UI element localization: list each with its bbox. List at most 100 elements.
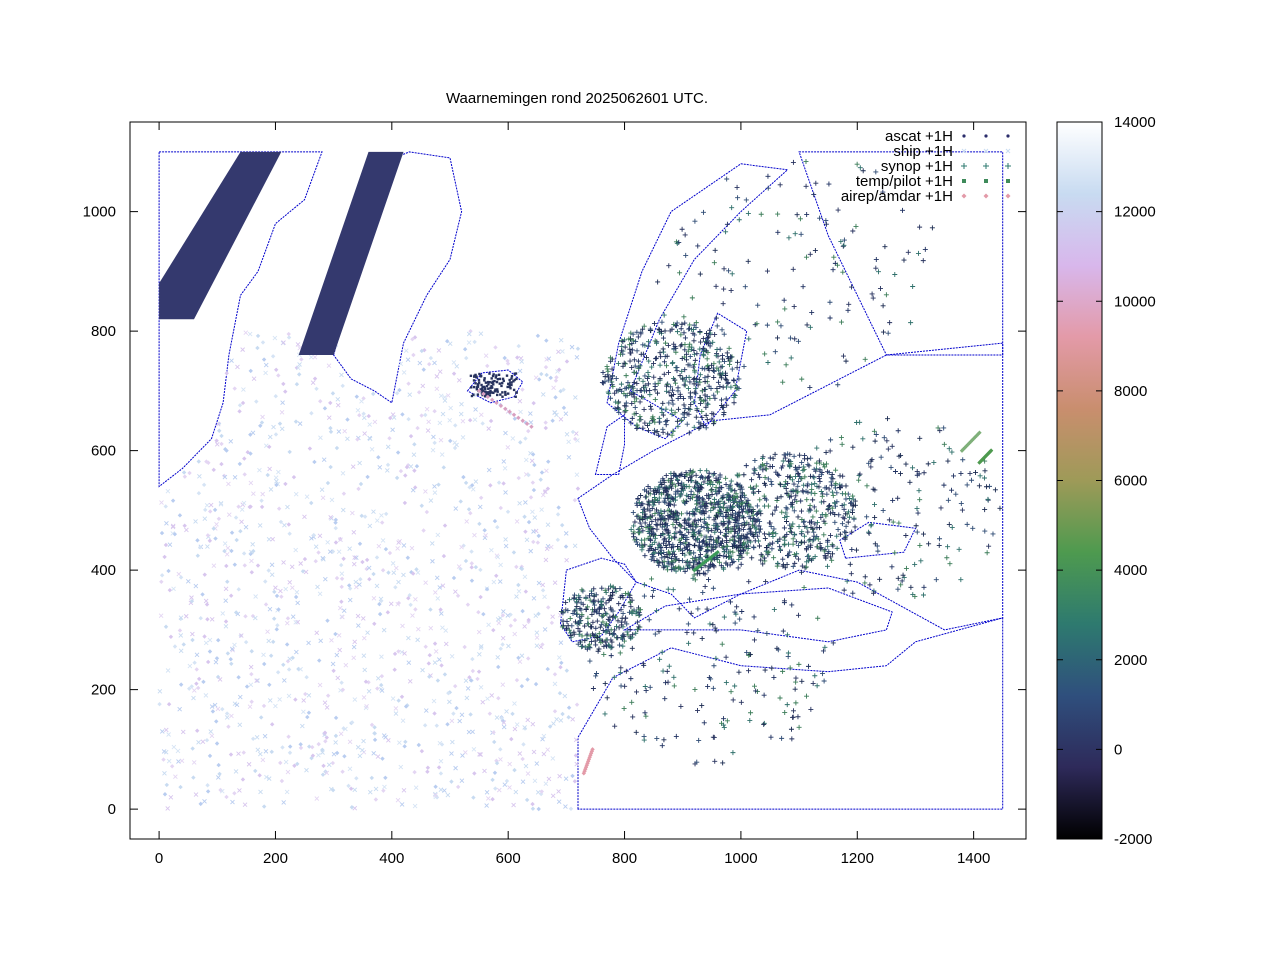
synop-marker (739, 533, 745, 539)
ship-marker (480, 699, 486, 705)
synop-marker (802, 474, 808, 480)
ship-marker (306, 692, 312, 698)
synop-marker (673, 323, 679, 329)
ship-marker (548, 544, 554, 550)
synop-marker (676, 515, 682, 521)
synop-marker (686, 477, 692, 483)
airep-marker (416, 390, 422, 395)
synop-marker (600, 613, 606, 619)
synop-marker (695, 606, 701, 612)
synop-marker (711, 517, 717, 523)
airep-marker (306, 710, 312, 715)
ship-marker (563, 804, 568, 809)
synop-marker (683, 470, 689, 476)
airep-marker (312, 459, 317, 465)
airep-marker (455, 593, 461, 598)
airep-marker (286, 335, 292, 340)
airep-marker (310, 744, 315, 750)
synop-marker (621, 603, 627, 609)
synop-marker (603, 629, 609, 635)
synop-marker (769, 665, 775, 671)
synop-marker (755, 628, 761, 634)
airep-marker (462, 347, 468, 352)
synop-marker (676, 547, 682, 553)
ship-marker (293, 491, 299, 497)
synop-marker (647, 326, 653, 332)
ship-marker (550, 756, 556, 761)
ship-marker (371, 750, 377, 756)
synop-marker (678, 332, 684, 338)
synop-marker (672, 377, 678, 383)
ship-marker (235, 364, 240, 370)
synop-marker (850, 503, 856, 509)
airep-marker (262, 661, 267, 667)
airep-marker (253, 768, 258, 774)
synop-marker (822, 485, 828, 491)
ship-marker (453, 765, 458, 771)
synop-marker (600, 596, 606, 602)
ship-marker (523, 500, 528, 505)
synop-marker (694, 759, 700, 765)
airep-marker (408, 602, 413, 608)
synop-marker (705, 522, 711, 528)
ship-marker (203, 640, 209, 646)
airep-marker (531, 400, 536, 406)
airep-marker (216, 516, 222, 521)
synop-marker (644, 355, 650, 361)
synop-marker (694, 507, 700, 513)
ship-marker (170, 523, 176, 529)
airep-marker (392, 651, 398, 657)
airep-marker (589, 749, 595, 754)
synop-marker (686, 406, 692, 412)
synop-marker (787, 474, 793, 480)
ship-marker (541, 733, 547, 739)
synop-marker (660, 531, 666, 537)
synop-marker (823, 221, 829, 227)
ship-marker (158, 613, 164, 619)
airep-marker (303, 691, 308, 697)
ship-marker (463, 678, 469, 684)
airep-marker (492, 770, 498, 776)
synop-marker (596, 630, 602, 636)
synop-marker (792, 336, 798, 342)
airep-marker (229, 548, 234, 554)
synop-marker (851, 516, 857, 522)
ship-marker (447, 699, 452, 705)
ascat-marker (489, 389, 492, 392)
synop-marker (645, 369, 651, 375)
airep-marker (204, 602, 210, 607)
synop-marker (839, 441, 845, 447)
ship-marker (405, 357, 411, 362)
synop-marker (984, 550, 990, 556)
synop-marker (590, 686, 596, 692)
airep-marker (476, 609, 481, 615)
synop-marker (621, 391, 627, 397)
y-tick-label: 0 (108, 801, 116, 818)
ship-marker (435, 532, 441, 538)
synop-marker (719, 327, 725, 333)
synop-marker (605, 616, 611, 622)
synop-marker (907, 479, 913, 485)
synop-marker (880, 189, 886, 195)
synop-marker (808, 490, 814, 496)
airep-marker (425, 769, 430, 774)
synop-marker (734, 604, 740, 610)
ascat-marker (508, 383, 511, 387)
synop-marker (781, 297, 787, 303)
synop-marker (670, 495, 676, 501)
synop-marker (682, 378, 688, 384)
synop-marker (840, 473, 846, 479)
ship-marker (496, 620, 502, 626)
synop-marker (887, 320, 893, 326)
airep-marker (432, 408, 437, 414)
airep-marker (233, 610, 239, 615)
airep-marker (516, 475, 521, 481)
synop-marker (740, 526, 746, 532)
airep-marker (558, 665, 563, 670)
ship-marker (385, 444, 391, 450)
airep-marker (249, 671, 254, 677)
synop-marker (579, 643, 585, 649)
synop-marker (945, 458, 951, 464)
airep-marker (713, 551, 718, 556)
synop-marker (654, 497, 660, 503)
